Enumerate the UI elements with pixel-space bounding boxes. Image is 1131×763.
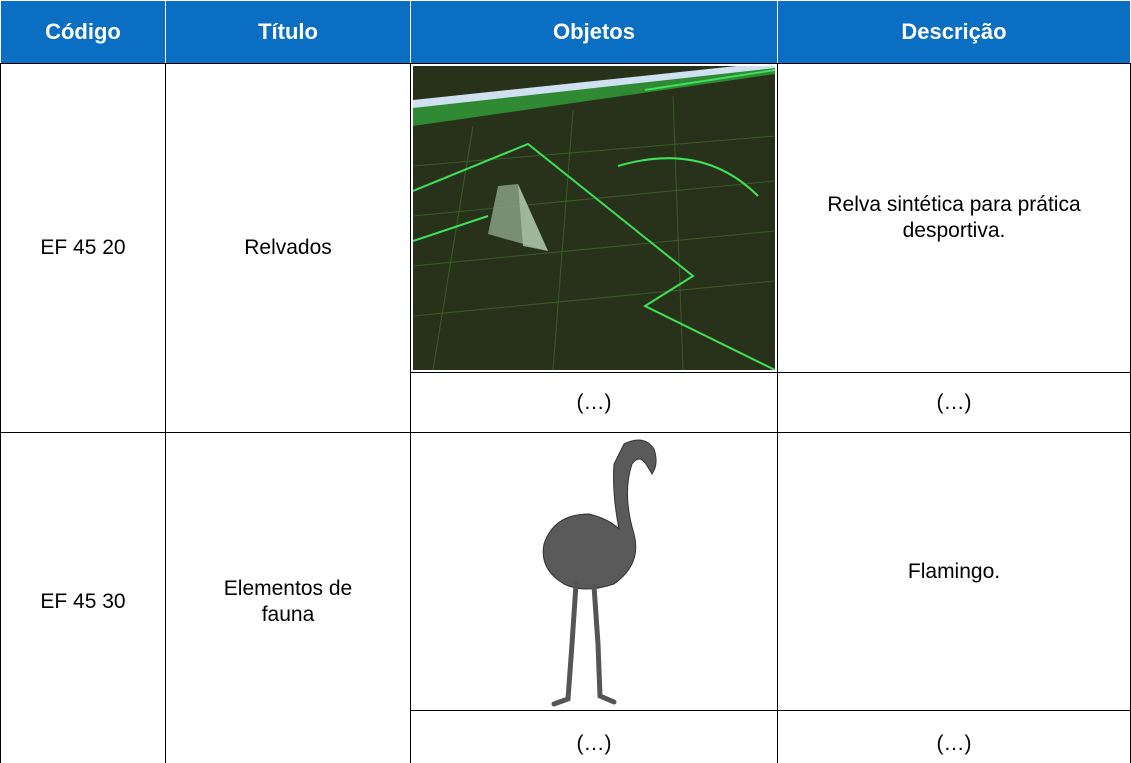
- title-cell: Relvados: [165, 63, 411, 433]
- title: Elementos de fauna: [223, 577, 353, 626]
- title-cell: Elementos de fauna: [165, 432, 411, 763]
- object-cell: [410, 432, 778, 711]
- field-image: [413, 66, 775, 370]
- header-cell: Objetos: [410, 0, 778, 64]
- header-cell: Descrição: [777, 0, 1131, 64]
- header-text: Código: [45, 19, 121, 44]
- header-text: Descrição: [901, 19, 1007, 44]
- continuation: (…): [576, 390, 612, 414]
- title: Relvados: [244, 236, 332, 259]
- header-cell: Código: [0, 0, 166, 64]
- continuation-cell: (…): [410, 372, 778, 433]
- code-cell: EF 45 30: [0, 432, 166, 763]
- header-text: Título: [258, 19, 318, 44]
- continuation-cell: (…): [777, 710, 1131, 763]
- description-cell: Relva sintética para prática desportiva.: [777, 63, 1131, 373]
- continuation: (…): [936, 390, 972, 414]
- code-cell: EF 45 20: [0, 63, 166, 433]
- continuation: (…): [576, 732, 612, 755]
- header-cell: Título: [165, 0, 411, 64]
- continuation: (…): [936, 732, 972, 755]
- continuation-cell: (…): [410, 710, 778, 763]
- description: Relva sintética para prática desportiva.: [827, 193, 1081, 242]
- header-text: Objetos: [553, 19, 635, 44]
- flamingo-image: [542, 439, 657, 706]
- object-cell: [410, 63, 778, 373]
- description-cell: Flamingo.: [777, 432, 1131, 711]
- continuation-cell: (…): [777, 372, 1131, 433]
- code: EF 45 30: [40, 590, 126, 613]
- code: EF 45 20: [40, 236, 126, 259]
- description: Flamingo.: [907, 559, 1001, 583]
